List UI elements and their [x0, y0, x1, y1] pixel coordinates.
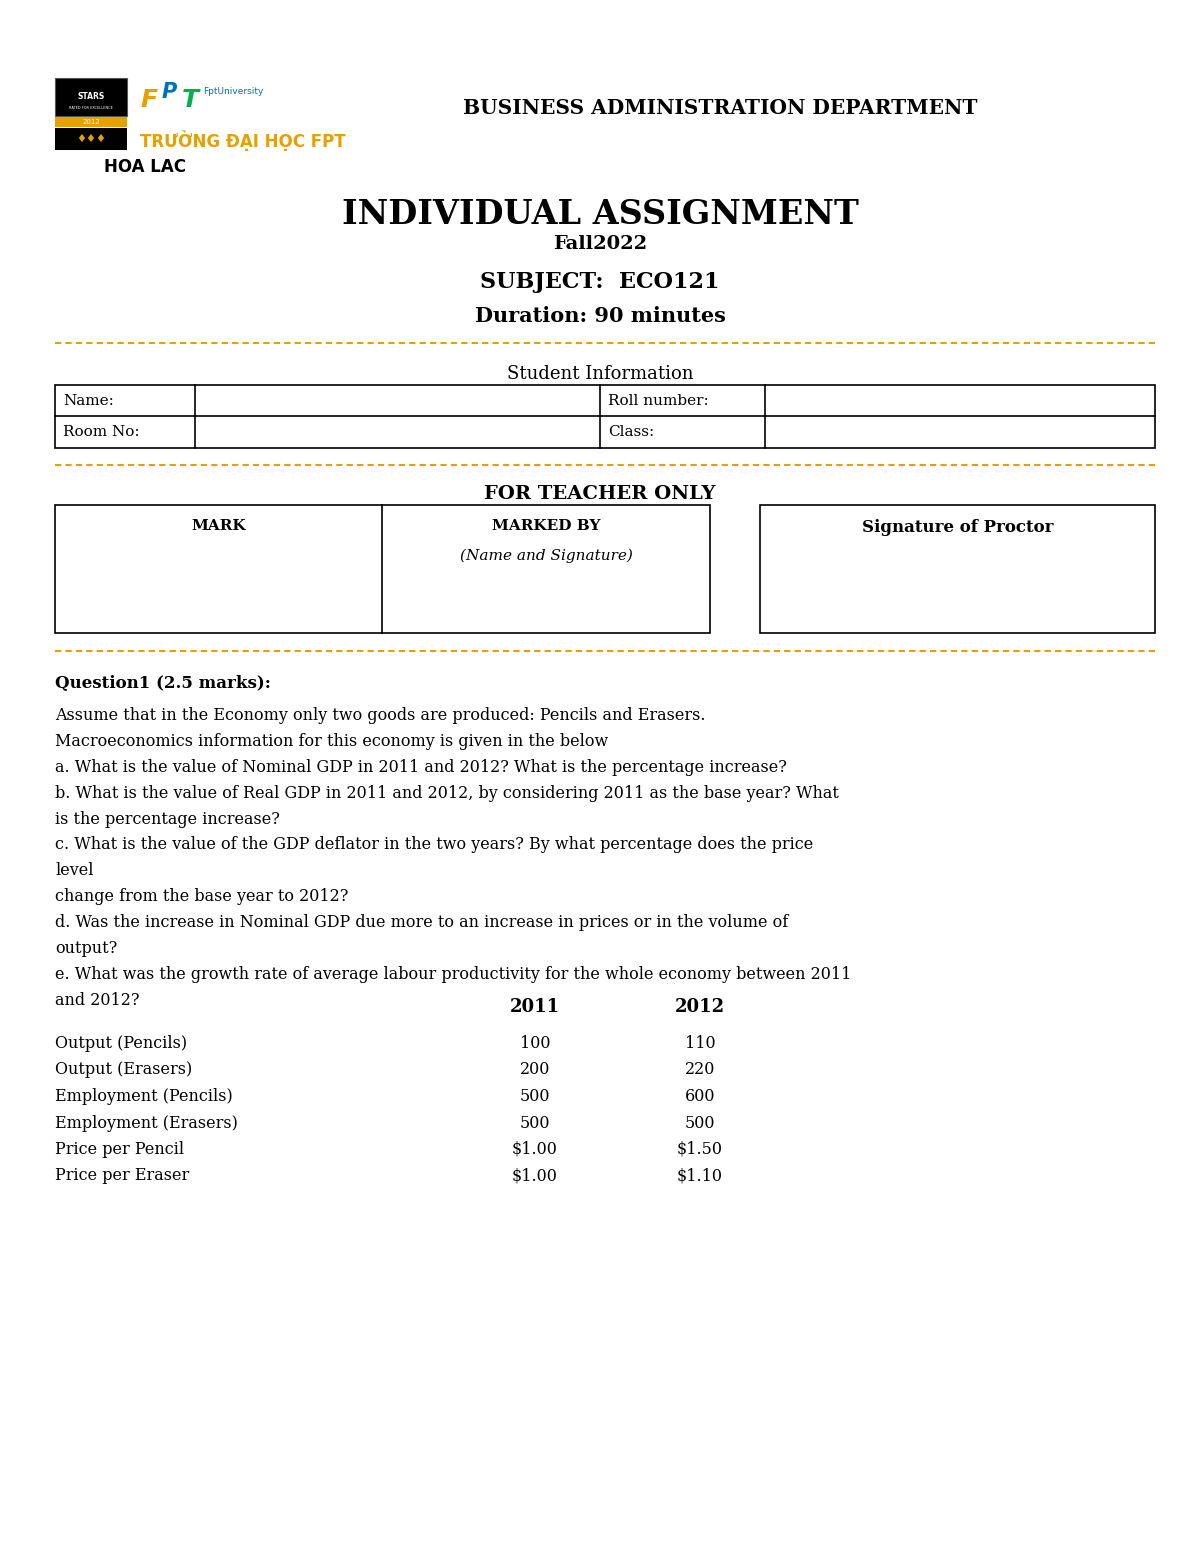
Text: 600: 600 [685, 1089, 715, 1106]
Text: F: F [140, 89, 157, 112]
Bar [55, 127, 127, 151]
Text: $1.50: $1.50 [677, 1141, 722, 1159]
Text: Output (Erasers): Output (Erasers) [55, 1062, 192, 1078]
Text: BUSINESS ADMINISTRATION DEPARTMENT: BUSINESS ADMINISTRATION DEPARTMENT [463, 98, 977, 118]
Text: d. Was the increase in Nominal GDP due more to an increase in prices or in the v: d. Was the increase in Nominal GDP due m… [55, 915, 788, 930]
Text: TRƯỜNG ĐẠI HỌC FPT: TRƯỜNG ĐẠI HỌC FPT [140, 130, 346, 151]
Text: P: P [162, 82, 178, 102]
Bar [55, 116, 127, 127]
Text: Fall2022: Fall2022 [553, 235, 647, 253]
Text: b. What is the value of Real GDP in 2011 and 2012, by considering 2011 as the ba: b. What is the value of Real GDP in 2011… [55, 784, 839, 801]
Text: INDIVIDUAL ASSIGNMENT: INDIVIDUAL ASSIGNMENT [342, 197, 858, 231]
Text: c. What is the value of the GDP deflator in the two years? By what percentage do: c. What is the value of the GDP deflator… [55, 836, 814, 853]
Text: 2012: 2012 [82, 120, 100, 126]
Text: 110: 110 [685, 1034, 715, 1051]
Text: 2012: 2012 [674, 999, 725, 1016]
Text: Price per Pencil: Price per Pencil [55, 1141, 184, 1159]
Bar [55, 505, 710, 634]
Bar [55, 78, 127, 116]
Text: FptUniversity: FptUniversity [203, 87, 263, 96]
Text: MARKED BY: MARKED BY [492, 519, 600, 533]
Text: T: T [182, 89, 199, 112]
Text: Employment (Pencils): Employment (Pencils) [55, 1089, 233, 1106]
Text: 500: 500 [685, 1115, 715, 1132]
Text: Roll number:: Roll number: [608, 394, 709, 408]
Text: SUBJECT:  ECO121: SUBJECT: ECO121 [480, 272, 720, 294]
Text: Assume that in the Economy only two goods are produced: Pencils and Erasers.: Assume that in the Economy only two good… [55, 707, 706, 724]
Text: RATED FOR EXCELLENCE: RATED FOR EXCELLENCE [70, 106, 113, 110]
Text: e. What was the growth rate of average labour productivity for the whole economy: e. What was the growth rate of average l… [55, 966, 851, 983]
Text: 100: 100 [520, 1034, 551, 1051]
Text: a. What is the value of Nominal GDP in 2011 and 2012? What is the percentage inc: a. What is the value of Nominal GDP in 2… [55, 759, 787, 776]
Text: Class:: Class: [608, 426, 654, 439]
Text: $1.10: $1.10 [677, 1168, 722, 1185]
Text: $1.00: $1.00 [512, 1141, 558, 1159]
Text: Question1 (2.5 marks):: Question1 (2.5 marks): [55, 676, 271, 693]
Text: Macroeconomics information for this economy is given in the below: Macroeconomics information for this econ… [55, 733, 608, 750]
Text: (Name and Signature): (Name and Signature) [460, 550, 632, 564]
Text: Employment (Erasers): Employment (Erasers) [55, 1115, 238, 1132]
Text: is the percentage increase?: is the percentage increase? [55, 811, 280, 828]
Bar [760, 505, 1154, 634]
Text: HOA LAC: HOA LAC [104, 158, 186, 175]
Text: 220: 220 [685, 1062, 715, 1078]
Text: Student Information: Student Information [506, 365, 694, 384]
Text: FOR TEACHER ONLY: FOR TEACHER ONLY [485, 485, 715, 503]
Text: STARS: STARS [77, 93, 104, 101]
Text: 2011: 2011 [510, 999, 560, 1016]
Bar [55, 385, 1154, 447]
Text: 500: 500 [520, 1115, 551, 1132]
Text: MARK: MARK [191, 519, 246, 533]
Text: $1.00: $1.00 [512, 1168, 558, 1185]
Text: ♦♦♦: ♦♦♦ [76, 134, 106, 144]
Text: Duration: 90 minutes: Duration: 90 minutes [474, 306, 726, 326]
Text: 500: 500 [520, 1089, 551, 1106]
Text: Signature of Proctor: Signature of Proctor [862, 519, 1054, 536]
Text: and 2012?: and 2012? [55, 992, 139, 1009]
Text: Output (Pencils): Output (Pencils) [55, 1034, 187, 1051]
Text: Name:: Name: [64, 394, 114, 408]
Text: output?: output? [55, 940, 118, 957]
Text: level: level [55, 862, 94, 879]
Text: 200: 200 [520, 1062, 550, 1078]
Text: change from the base year to 2012?: change from the base year to 2012? [55, 888, 348, 905]
Text: Price per Eraser: Price per Eraser [55, 1168, 190, 1185]
Text: Room No:: Room No: [64, 426, 139, 439]
